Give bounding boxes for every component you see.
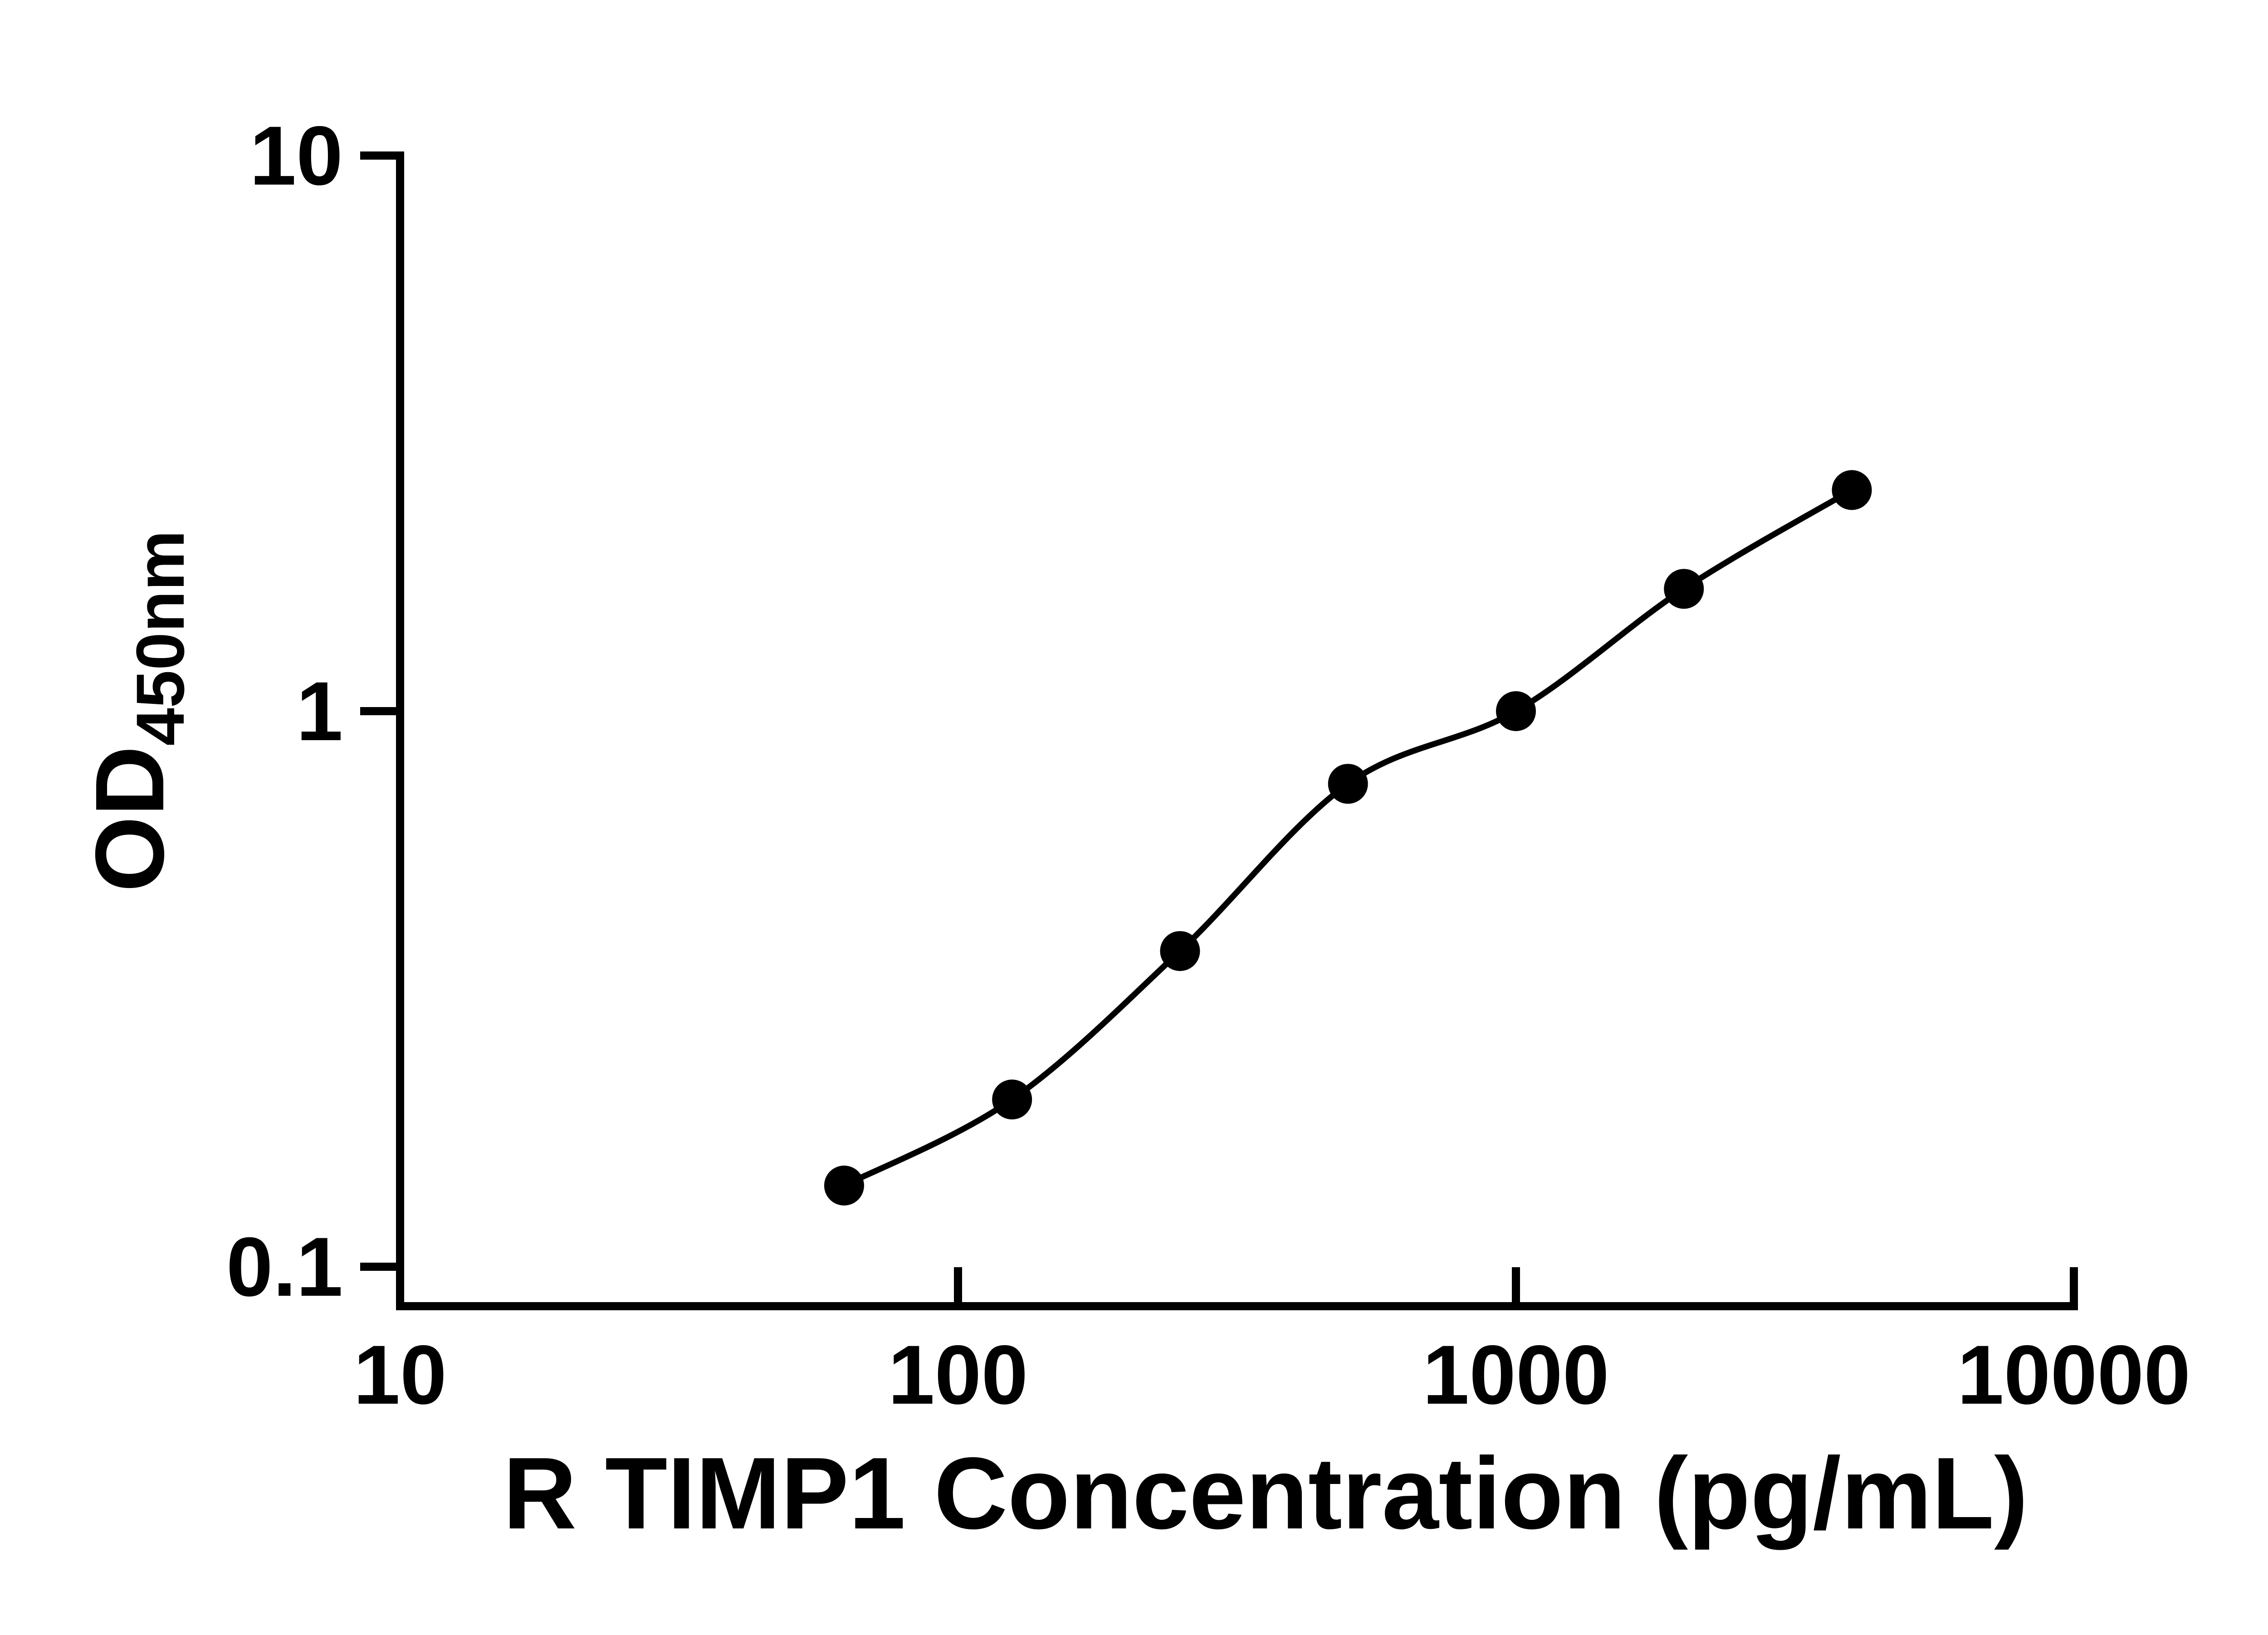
x-axis-tick-label: 10: [353, 1328, 447, 1422]
data-point: [992, 1079, 1032, 1120]
plot-generated-elements: 0.1 1 10 10 100 1000 10000: [226, 109, 2190, 1422]
y-axis-tick-label: 1: [296, 665, 343, 758]
y-axis-title-subscript: 450nm: [122, 530, 198, 746]
y-axis-title-main: OD: [75, 746, 184, 892]
x-axis-title: R TIMP1 Concentration (pg/mL): [503, 1436, 2028, 1550]
x-axis-tick-label: 10000: [1957, 1328, 2190, 1422]
y-axis-tick-label: 0.1: [226, 1220, 343, 1314]
data-point: [1664, 569, 1704, 609]
data-point: [1832, 470, 1872, 510]
y-axis-tick-label: 10: [249, 109, 343, 203]
x-axis-tick-label: 100: [888, 1328, 1028, 1422]
data-point: [1328, 764, 1368, 804]
data-point: [824, 1165, 864, 1206]
data-point: [1160, 931, 1200, 971]
data-point: [1496, 691, 1536, 731]
x-axis-tick-label: 1000: [1422, 1328, 1609, 1422]
y-axis-title: OD450nm: [75, 530, 198, 892]
